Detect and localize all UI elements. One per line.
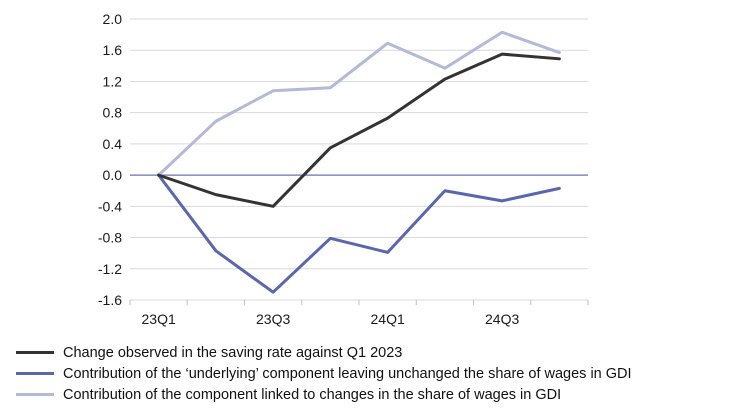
- x-tick-label: 23Q3: [256, 311, 290, 327]
- y-tick-label: 0.0: [103, 167, 123, 183]
- y-tick-label: 0.8: [103, 105, 123, 121]
- y-tick-label: 2.0: [103, 11, 123, 27]
- y-tick-label: 1.2: [103, 73, 123, 89]
- x-tick-label: 24Q1: [371, 311, 405, 327]
- x-tick-label: 23Q1: [142, 311, 176, 327]
- series-line-0: [157, 52, 561, 208]
- x-tick-label: 24Q3: [485, 311, 519, 327]
- y-tick-label: 1.6: [103, 42, 123, 58]
- gridlines: [130, 18, 588, 301]
- line-chart: 2.01.61.20.80.40.0-0.4-0.8-1.2-1.6 23Q1 2…: [98, 11, 589, 327]
- y-tick-label: -0.4: [98, 198, 122, 214]
- legend-swatch-underlying: [16, 372, 54, 375]
- legend-item-underlying: Contribution of the ‘underlying’ compone…: [16, 363, 728, 384]
- legend-label-underlying: Contribution of the ‘underlying’ compone…: [63, 365, 632, 382]
- y-tick-label: 0.4: [103, 136, 123, 152]
- legend-label-saving-rate: Change observed in the saving rate again…: [63, 344, 403, 361]
- series-lines: [157, 30, 561, 294]
- series-line-1: [157, 173, 561, 294]
- y-axis: 2.0 1.6 1.2 0.8 0.4 0.0 -0.4 -0.8 -1.2 -1.6: [98, 11, 122, 308]
- x-axis: 23Q1 23Q3 24Q1 24Q3: [129, 300, 589, 327]
- legend-label-wage-share: Contribution of the component linked to …: [63, 386, 562, 403]
- legend-swatch-wage-share: [16, 393, 54, 396]
- legend-item-saving-rate: Change observed in the saving rate again…: [16, 342, 728, 363]
- y-tick-label: -0.8: [98, 230, 122, 246]
- legend-swatch-saving-rate: [16, 351, 54, 354]
- series-line-2: [157, 30, 561, 177]
- legend: Change observed in the saving rate again…: [16, 342, 728, 405]
- y-tick-label: -1.2: [98, 261, 122, 277]
- y-tick-label: -1.6: [98, 292, 122, 308]
- legend-item-wage-share: Contribution of the component linked to …: [16, 384, 728, 405]
